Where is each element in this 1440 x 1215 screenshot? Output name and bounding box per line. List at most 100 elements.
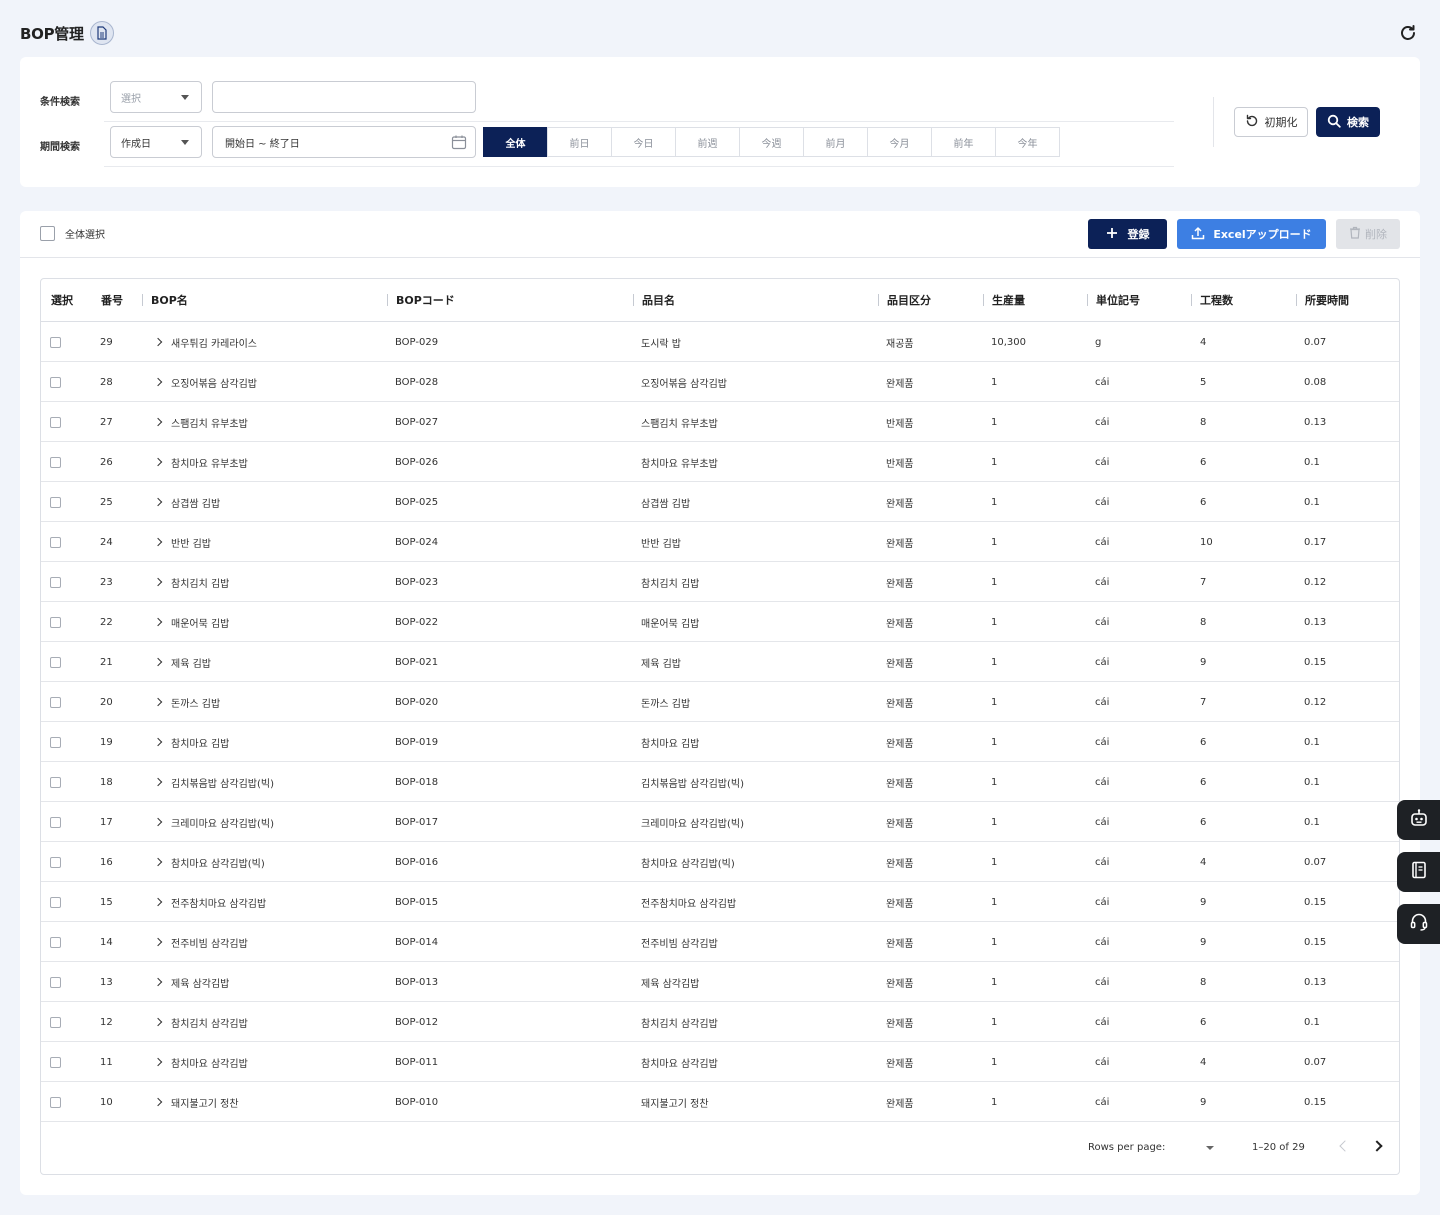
- row-checkbox[interactable]: [50, 856, 61, 868]
- reset-button[interactable]: 初期化: [1234, 107, 1308, 137]
- chevron-right-icon[interactable]: [153, 897, 163, 907]
- chevron-right-icon[interactable]: [153, 1097, 163, 1107]
- table-row[interactable]: 28 오징어볶음 삼각김밥 BOP-028 오징어볶음 삼각김밥 완제품 1 cái 5 0.0…: [41, 362, 1399, 402]
- chevron-right-icon[interactable]: [153, 657, 163, 667]
- chevron-right-icon[interactable]: [153, 1057, 163, 1067]
- period-this-week-button[interactable]: 今週: [739, 127, 804, 157]
- table-row[interactable]: 24 반반 김밥 BOP-024 반반 김밥 완제품 1 cái 10 0.17: [41, 522, 1399, 562]
- row-checkbox[interactable]: [50, 536, 61, 548]
- previous-page-icon[interactable]: [1339, 1140, 1351, 1152]
- row-checkbox[interactable]: [50, 616, 61, 628]
- chevron-right-icon[interactable]: [153, 777, 163, 787]
- row-checkbox[interactable]: [50, 696, 61, 708]
- period-this-month-button[interactable]: 今月: [867, 127, 932, 157]
- chevron-right-icon[interactable]: [153, 337, 163, 347]
- next-page-icon[interactable]: [1371, 1140, 1383, 1152]
- table-row[interactable]: 29 새우튀김 카레라이스 BOP-029 도시락 밥 재공품 10,300 g 4 0.07: [41, 322, 1399, 362]
- cell-production-qty: 1: [991, 962, 997, 1002]
- period-last-month-button[interactable]: 前月: [803, 127, 868, 157]
- table-row[interactable]: 25 삼겹쌈 김밥 BOP-025 삼겹쌈 김밥 완제품 1 cái 6 0.1: [41, 482, 1399, 522]
- delete-button[interactable]: 削除: [1336, 219, 1400, 249]
- chevron-right-icon[interactable]: [153, 1017, 163, 1027]
- table-row[interactable]: 12 참치김치 삼각김밥 BOP-012 참치김치 삼각김밥 완제품 1 cái 6 0.1: [41, 1002, 1399, 1042]
- register-button[interactable]: 登録: [1088, 219, 1167, 249]
- chatbot-button[interactable]: [1397, 800, 1440, 840]
- row-checkbox[interactable]: [50, 976, 61, 988]
- column-header-item-category[interactable]: 品目区分: [887, 294, 931, 307]
- row-checkbox[interactable]: [50, 1096, 61, 1108]
- calendar-icon[interactable]: [451, 134, 467, 153]
- checkbox[interactable]: [40, 226, 55, 241]
- period-this-year-button[interactable]: 今年: [995, 127, 1060, 157]
- period-yesterday-button[interactable]: 前日: [547, 127, 612, 157]
- column-header-unit[interactable]: 単位記号: [1096, 294, 1140, 307]
- column-header-bop-name[interactable]: BOP名: [151, 294, 188, 307]
- chevron-right-icon[interactable]: [153, 937, 163, 947]
- table-row[interactable]: 11 참치마요 삼각김밥 BOP-011 참치마요 삼각김밥 완제품 1 cái 4 0.07: [41, 1042, 1399, 1082]
- column-header-item-name[interactable]: 品目名: [642, 294, 675, 307]
- table-row[interactable]: 27 스팸김치 유부초밥 BOP-027 스팸김치 유부초밥 반제품 1 cái 8 0.13: [41, 402, 1399, 442]
- row-checkbox[interactable]: [50, 416, 61, 428]
- support-button[interactable]: [1397, 904, 1440, 944]
- chevron-right-icon[interactable]: [153, 497, 163, 507]
- chevron-right-icon[interactable]: [153, 457, 163, 467]
- row-checkbox[interactable]: [50, 1056, 61, 1068]
- row-checkbox[interactable]: [50, 576, 61, 588]
- row-checkbox[interactable]: [50, 336, 61, 348]
- document-icon[interactable]: [89, 21, 114, 45]
- column-header-steps[interactable]: 工程数: [1200, 294, 1233, 307]
- table-row[interactable]: 26 참치마요 유부초밥 BOP-026 참치마요 유부초밥 반제품 1 cái 6 0.1: [41, 442, 1399, 482]
- chevron-right-icon[interactable]: [153, 817, 163, 827]
- period-all-button[interactable]: 全体: [483, 127, 548, 157]
- row-checkbox[interactable]: [50, 896, 61, 908]
- column-header-number[interactable]: 番号: [101, 294, 123, 307]
- condition-input[interactable]: [212, 81, 476, 113]
- date-range-input[interactable]: 開始日 ~ 終了日: [212, 126, 476, 158]
- row-checkbox[interactable]: [50, 456, 61, 468]
- rows-per-page-select[interactable]: [1206, 1146, 1214, 1150]
- table-row[interactable]: 18 김치볶음밥 삼각김밥(빅) BOP-018 김치볶음밥 삼각김밥(빅) 완제품 1 c…: [41, 762, 1399, 802]
- manual-button[interactable]: [1397, 852, 1440, 892]
- row-checkbox[interactable]: [50, 736, 61, 748]
- chevron-right-icon[interactable]: [153, 537, 163, 547]
- chevron-right-icon[interactable]: [153, 377, 163, 387]
- cell-item-name: 참치김치 삼각김밥: [641, 1002, 718, 1042]
- table-row[interactable]: 10 돼지불고기 정찬 BOP-010 돼지불고기 정찬 완제품 1 cái 9 0.15: [41, 1082, 1399, 1122]
- chevron-right-icon[interactable]: [153, 977, 163, 987]
- refresh-icon[interactable]: [1396, 21, 1420, 45]
- row-checkbox[interactable]: [50, 1016, 61, 1028]
- condition-select[interactable]: 選択: [110, 81, 202, 113]
- table-row[interactable]: 23 참치김치 김밥 BOP-023 참치김치 김밥 완제품 1 cái 7 0.12: [41, 562, 1399, 602]
- row-checkbox[interactable]: [50, 816, 61, 828]
- table-row[interactable]: 17 크레미마요 삼각김밥(빅) BOP-017 크레미마요 삼각김밥(빅) 완제품 1 c…: [41, 802, 1399, 842]
- chevron-right-icon[interactable]: [153, 697, 163, 707]
- excel-upload-button[interactable]: Excelアップロード: [1177, 219, 1326, 249]
- table-row[interactable]: 13 제육 삼각김밥 BOP-013 제육 삼각김밥 완제품 1 cái 8 0.13: [41, 962, 1399, 1002]
- row-checkbox[interactable]: [50, 656, 61, 668]
- table-row[interactable]: 20 돈까스 김밥 BOP-020 돈까스 김밥 완제품 1 cái 7 0.12: [41, 682, 1399, 722]
- select-all-checkbox[interactable]: 全体選択: [40, 226, 105, 241]
- column-header-lead-time[interactable]: 所要時間: [1305, 294, 1349, 307]
- search-button[interactable]: 検索: [1316, 107, 1380, 137]
- row-checkbox[interactable]: [50, 936, 61, 948]
- column-header-bop-code[interactable]: BOPコード: [396, 294, 455, 307]
- row-checkbox[interactable]: [50, 776, 61, 788]
- chevron-right-icon[interactable]: [153, 577, 163, 587]
- column-header-production-qty[interactable]: 生産量: [992, 294, 1025, 307]
- chevron-right-icon[interactable]: [153, 617, 163, 627]
- period-type-select[interactable]: 作成日: [110, 126, 202, 158]
- table-row[interactable]: 15 전주참치마요 삼각김밥 BOP-015 전주참치마요 삼각김밥 완제품 1 cái 9 0…: [41, 882, 1399, 922]
- period-today-button[interactable]: 今日: [611, 127, 676, 157]
- row-checkbox[interactable]: [50, 496, 61, 508]
- table-row[interactable]: 14 전주비빔 삼각김밥 BOP-014 전주비빔 삼각김밥 완제품 1 cái 9 0.15: [41, 922, 1399, 962]
- table-row[interactable]: 22 매운어묵 김밥 BOP-022 매운어묵 김밥 완제품 1 cái 8 0.13: [41, 602, 1399, 642]
- table-row[interactable]: 21 제육 김밥 BOP-021 제육 김밥 완제품 1 cái 9 0.15: [41, 642, 1399, 682]
- row-checkbox[interactable]: [50, 376, 61, 388]
- period-last-week-button[interactable]: 前週: [675, 127, 740, 157]
- table-row[interactable]: 16 참치마요 삼각김밥(빅) BOP-016 참치마요 삼각김밥(빅) 완제품 1 cái…: [41, 842, 1399, 882]
- chevron-right-icon[interactable]: [153, 857, 163, 867]
- table-row[interactable]: 19 참치마요 김밥 BOP-019 참치마요 김밥 완제품 1 cái 6 0.1: [41, 722, 1399, 762]
- period-last-year-button[interactable]: 前年: [931, 127, 996, 157]
- chevron-right-icon[interactable]: [153, 417, 163, 427]
- chevron-right-icon[interactable]: [153, 737, 163, 747]
